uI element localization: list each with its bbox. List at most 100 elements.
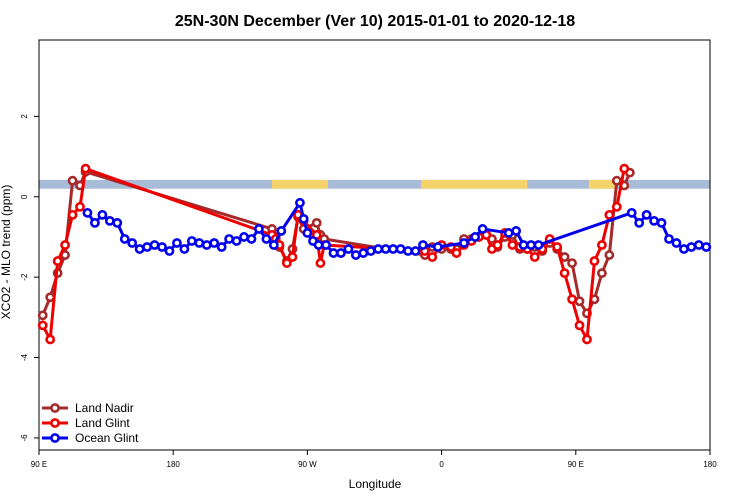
x-axis: 90 E 180 90 W 0 90 E 180 [31,450,717,469]
data-point [37,320,48,331]
data-point [427,252,438,262]
data-point [164,246,175,256]
y-tick-label: 2 [20,114,29,119]
data-point [75,201,85,212]
x-tick-label: 180 [703,460,717,469]
series-layer [37,163,712,345]
data-point [179,244,190,254]
legend-marker [50,403,60,413]
y-tick-label: 0 [20,194,29,199]
legend-label: Land Nadir [75,401,134,415]
data-point [209,238,220,248]
data-point [67,175,78,186]
data-point [459,238,469,248]
data-point [451,248,462,258]
x-tick-label: 90 E [568,460,584,469]
data-point [664,234,674,244]
data-point [80,163,91,174]
legend-entry: Land Nadir [42,401,134,415]
data-point [626,207,637,218]
data-point [295,197,305,208]
data-point [641,209,652,220]
data-point [526,240,536,250]
x-tick-label: 0 [439,460,444,469]
data-point [533,240,544,250]
data-point [172,238,182,248]
data-point [574,296,585,307]
data-point [112,217,123,228]
data-point [529,252,540,262]
data-point [395,244,406,254]
data-point [90,217,100,228]
x-tick-label: 180 [167,460,181,469]
data-point [511,226,522,236]
data-point [552,242,563,252]
land-mask-segment [271,179,328,189]
data-point [315,258,326,268]
data-point [432,242,443,252]
data-point [336,248,346,258]
data-point [276,226,287,236]
ocean-mask [39,179,710,189]
data-point [287,252,298,262]
data-point [311,217,322,228]
data-point [582,334,592,345]
data-point [37,310,48,321]
data-point [67,209,78,220]
data-point [281,258,292,268]
data-point [388,244,399,254]
data-point [559,268,570,279]
y-axis: -6 -4 -2 0 2 [20,114,39,442]
data-point [358,248,369,258]
data-point [470,232,481,242]
data-point [693,240,704,250]
data-point [567,294,577,305]
data-point [373,244,384,254]
data-point [194,238,205,248]
x-axis-label: Longitude [349,477,402,491]
y-tick-label: -4 [20,353,29,361]
data-point [254,224,264,234]
data-point [656,217,667,228]
y-tick-label: -6 [20,434,29,442]
legend-label: Land Glint [75,416,130,430]
data-point [701,242,712,252]
data-point [403,246,413,256]
data-point [298,213,309,224]
data-point [492,240,503,250]
data-point [268,240,279,250]
legend-marker [50,418,60,428]
legend-entry: Land Glint [42,416,130,430]
data-point [149,240,160,250]
data-point [604,209,615,220]
chart-title: 25N-30N December (Ver 10) 2015-01-01 to … [175,13,575,30]
data-point [503,228,514,238]
land-mask-band [39,179,710,189]
data-point [418,240,428,250]
land-mask-segment [421,179,528,189]
data-point [596,240,607,250]
data-point [649,215,659,226]
data-point [261,234,272,244]
data-point [611,175,622,186]
data-point [518,240,529,250]
data-point [134,244,145,254]
data-point [477,224,488,234]
x-tick-label: 90 W [298,460,317,469]
data-point [321,240,331,250]
data-point [239,232,249,242]
data-point [82,207,93,218]
data-point [231,236,242,246]
data-point [410,246,421,256]
legend-label: Ocean Glint [75,431,139,445]
land-mask-segment [588,179,617,189]
data-point [507,240,518,250]
data-point [634,217,645,228]
x-tick-label: 90 E [31,460,47,469]
data-point [246,234,257,244]
data-point [596,268,607,279]
data-point [119,234,130,244]
data-point [104,215,115,226]
